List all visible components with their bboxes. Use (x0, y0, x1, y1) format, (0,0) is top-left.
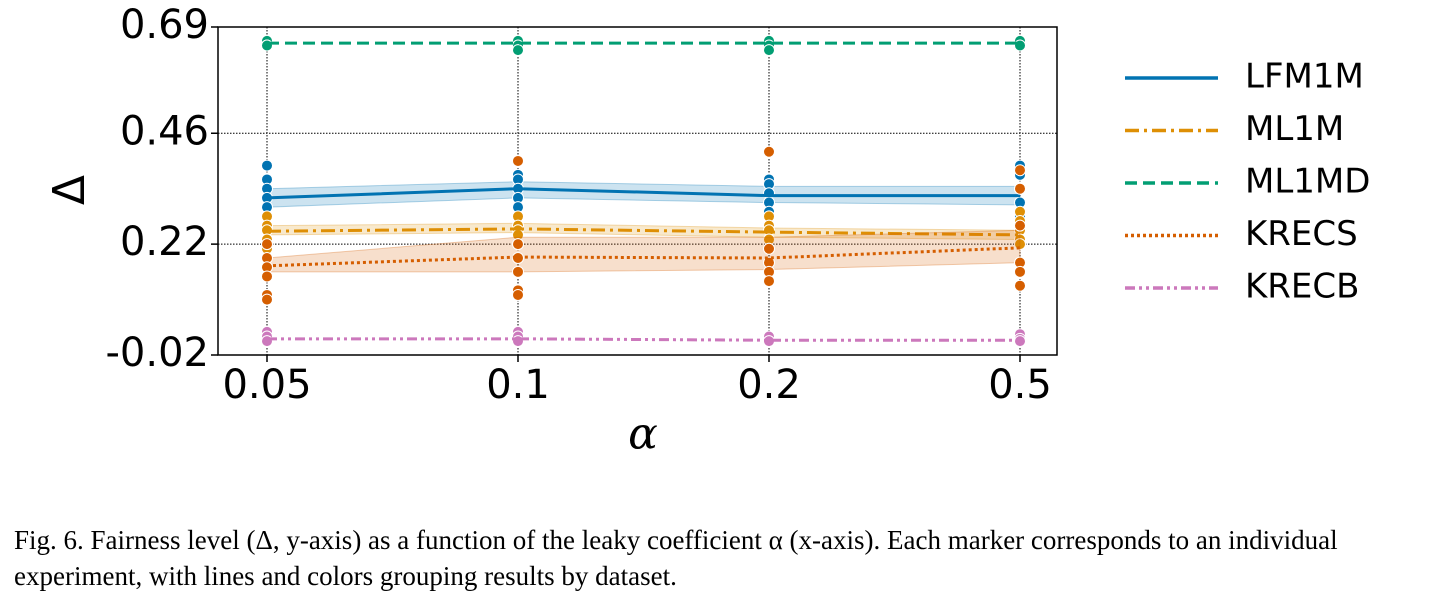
data-point (261, 293, 273, 306)
data-point (512, 154, 524, 167)
series-line (266, 187, 1020, 200)
data-point (261, 159, 273, 172)
x-tick-label: 0.05 (222, 362, 311, 408)
y-tick-label: 0.46 (120, 108, 209, 154)
chart: Δ α -0.02 0.22 0.46 0.69 0.05 0.1 0.2 0.5 LFM1M M… (44, 2, 1370, 460)
y-tick-label: 0.69 (120, 2, 209, 48)
y-tick-label: 0.22 (120, 219, 209, 265)
data-point (261, 270, 273, 283)
data-point (1014, 265, 1026, 278)
data-point (261, 39, 273, 52)
data-point (512, 288, 524, 301)
data-point (512, 251, 524, 264)
x-tick-label: 0.1 (486, 362, 550, 408)
data-point (261, 335, 273, 348)
data-point (1014, 279, 1026, 292)
data-point (512, 335, 524, 348)
data-point (1014, 219, 1026, 232)
x-tick-label: 0.2 (737, 362, 801, 408)
data-point (512, 265, 524, 278)
y-axis-label: Δ (44, 175, 95, 205)
series-line (267, 337, 1020, 342)
caption: Fig. 6. Fairness level (Δ, y-axis) as a … (14, 525, 1338, 591)
legend-label: ML1M (1245, 109, 1344, 149)
x-tick-label: 0.5 (988, 362, 1052, 408)
data-point (763, 145, 775, 158)
legend-label: KRECS (1245, 214, 1358, 254)
data-point (1014, 39, 1026, 52)
data-point (763, 242, 775, 255)
data-point (1014, 335, 1026, 348)
data-point (261, 238, 273, 251)
data-point (512, 238, 524, 251)
legend-label: LFM1M (1245, 57, 1364, 97)
legend-label: ML1MD (1245, 162, 1370, 202)
series-line (266, 227, 1021, 237)
data-point (1014, 164, 1026, 177)
x-axis-label: α (628, 409, 658, 460)
data-point (1014, 182, 1026, 195)
confidence-band (266, 229, 1021, 273)
legend-label: KRECB (1245, 267, 1359, 307)
y-tick-label: -0.02 (106, 330, 210, 376)
data-point (512, 44, 524, 57)
data-point (763, 44, 775, 57)
plot-frame (217, 26, 1058, 356)
data-point (763, 275, 775, 288)
